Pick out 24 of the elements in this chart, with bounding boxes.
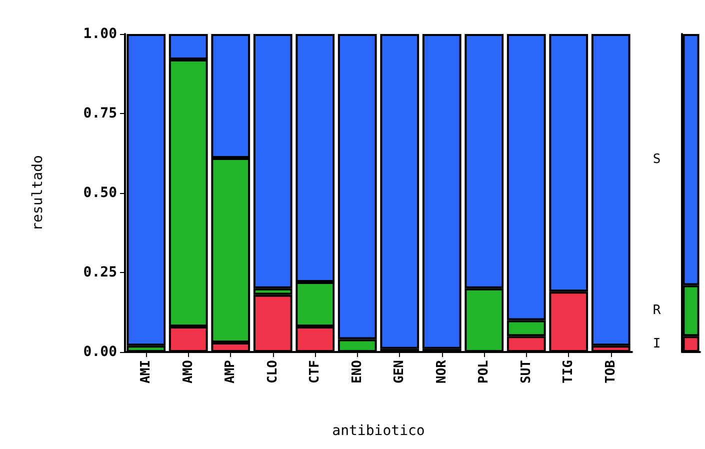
y-tick-label: 0.50 xyxy=(83,185,117,201)
x-tick-label: AMP xyxy=(223,360,238,384)
x-tick-label: TIG xyxy=(561,360,576,384)
y-tick-label: 0.00 xyxy=(83,344,117,360)
y-tick-label: 1.00 xyxy=(83,26,117,42)
x-tick-label: NOR xyxy=(434,360,450,384)
x-tick-label: GEN xyxy=(392,360,408,384)
x-tick-label: CLO xyxy=(265,360,280,384)
x-tick-label: POL xyxy=(476,360,492,384)
y-tick-label: 0.25 xyxy=(83,264,117,280)
x-tick-label: SUT xyxy=(518,360,534,384)
series-label: I xyxy=(652,336,661,352)
series-label: S xyxy=(652,152,661,168)
x-tick-label: ENO xyxy=(350,360,365,384)
bar xyxy=(380,34,420,349)
x-axis-title: antibiotico xyxy=(332,423,425,439)
x-tick-label: AMI xyxy=(138,360,154,384)
x-tick-label: CTF xyxy=(308,360,323,384)
bar xyxy=(422,34,462,349)
x-tick-label: TOB xyxy=(603,360,618,384)
y-axis-title: resultado xyxy=(30,155,46,231)
y-tick-label: 0.75 xyxy=(83,106,117,122)
series-label: R xyxy=(652,303,661,318)
x-tick-label: AMO xyxy=(180,360,196,384)
